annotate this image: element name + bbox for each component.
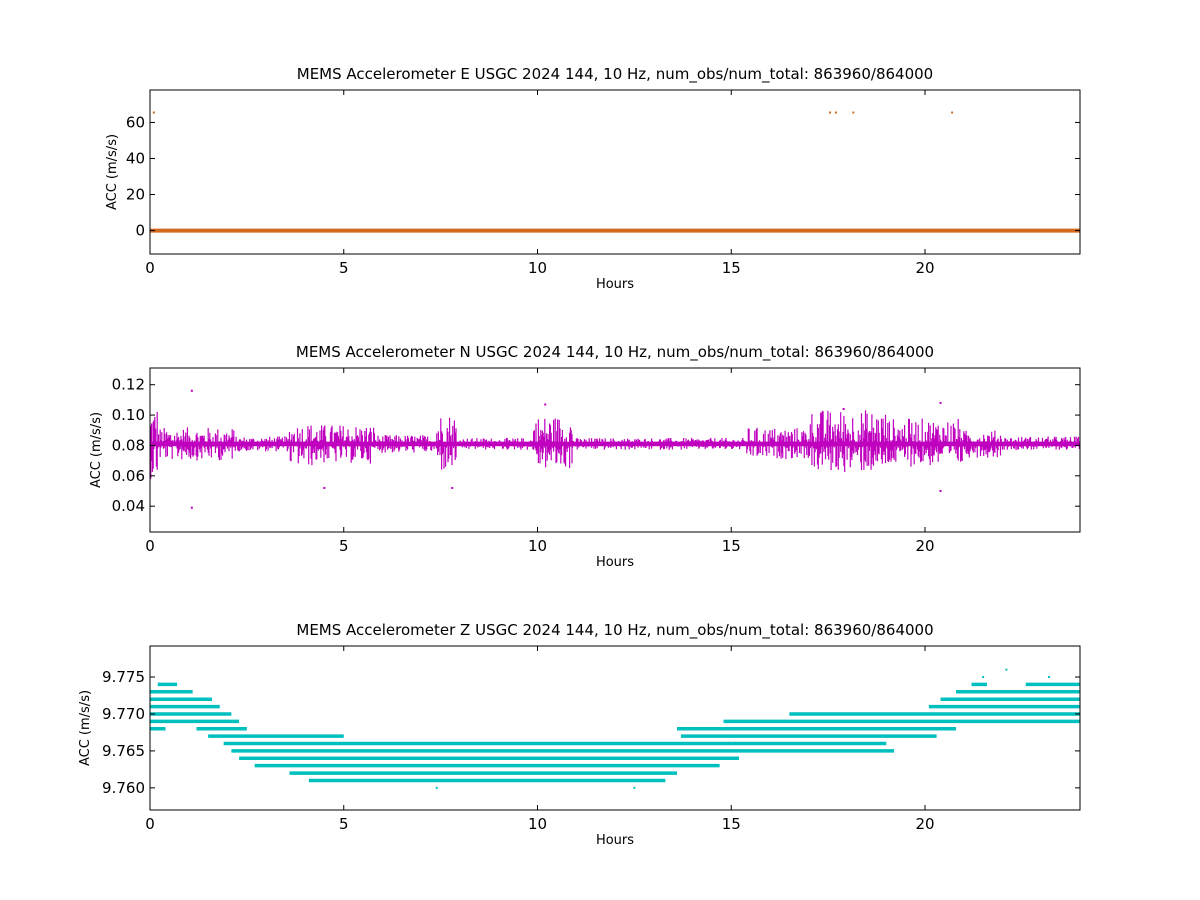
data-point (190, 506, 193, 509)
data-point (1048, 676, 1050, 679)
y-tick-label: 0.10 (112, 406, 145, 424)
x-axis: 0 5 10 15 20 (145, 90, 935, 277)
x-tick-label: 0 (145, 815, 155, 833)
y-tick-label: 9.775 (102, 668, 145, 686)
axes-frame (149, 367, 1081, 533)
data-point (939, 490, 942, 492)
y-tick-label: 0.06 (112, 467, 145, 485)
x-tick-label: 10 (528, 537, 547, 555)
data-point (190, 389, 193, 392)
data-series-baseline-band (150, 441, 1080, 447)
y-tick-label: 0.04 (112, 497, 145, 515)
y-tick-label: 9.765 (102, 742, 145, 760)
x-tick-label: 5 (339, 259, 349, 277)
panel-north: MEMS Accelerometer N USGC 2024 144, 10 H… (89, 343, 1081, 570)
plot-area (150, 111, 1080, 233)
x-tick-label: 15 (722, 815, 741, 833)
y-tick-label: 0.12 (112, 376, 145, 394)
x-tick-label: 5 (339, 815, 349, 833)
panel-east: MEMS Accelerometer E USGC 2024 144, 10 H… (105, 65, 1081, 292)
x-tick-label: 15 (722, 537, 741, 555)
y-tick-label: 60 (126, 113, 145, 131)
y-tick-label: 9.760 (102, 779, 145, 797)
data-point (834, 111, 837, 114)
x-tick-label: 0 (145, 537, 155, 555)
data-point (544, 403, 547, 406)
x-axis: 0 5 10 15 20 (145, 368, 935, 555)
y-axis-label: ACC (m/s/s) (89, 412, 104, 488)
data-point (323, 486, 326, 489)
data-point (982, 676, 985, 679)
x-tick-label: 10 (528, 815, 547, 833)
x-axis-label: Hours (596, 833, 634, 848)
x-tick-label: 20 (915, 537, 934, 555)
x-tick-label: 15 (722, 259, 741, 277)
plot-area (150, 668, 1080, 789)
panel-vertical: MEMS Accelerometer Z USGC 2024 144, 10 H… (78, 621, 1081, 848)
data-point (152, 111, 155, 114)
axes-frame (149, 645, 1081, 811)
data-point (1005, 668, 1008, 671)
x-axis: 0 5 10 15 20 (145, 646, 935, 833)
data-point (951, 111, 954, 114)
y-tick-label: 0 (135, 222, 145, 240)
y-axis: 0 20 40 60 (126, 113, 1080, 240)
x-tick-label: 0 (145, 259, 155, 277)
data-point (633, 786, 636, 789)
data-point (842, 408, 845, 410)
chart-title: MEMS Accelerometer Z USGC 2024 144, 10 H… (296, 621, 933, 640)
data-point (852, 111, 855, 114)
data-point (939, 401, 942, 404)
data-point (829, 111, 832, 114)
x-tick-label: 5 (339, 537, 349, 555)
y-tick-label: 9.770 (102, 705, 145, 723)
axes-frame (149, 89, 1081, 255)
y-axis-label: ACC (m/s/s) (105, 134, 120, 210)
data-point (451, 486, 454, 489)
chart-title: MEMS Accelerometer N USGC 2024 144, 10 H… (296, 343, 934, 362)
plot-area (150, 389, 1080, 509)
y-tick-label: 40 (126, 149, 145, 167)
x-axis-label: Hours (596, 277, 634, 292)
x-tick-label: 20 (915, 815, 934, 833)
y-tick-label: 20 (126, 186, 145, 204)
data-point (435, 786, 438, 789)
x-tick-label: 10 (528, 259, 547, 277)
x-axis-label: Hours (596, 555, 634, 570)
y-axis: 9.760 9.765 9.770 9.775 (102, 668, 1080, 797)
y-tick-label: 0.08 (112, 436, 145, 454)
y-axis: 0.04 0.06 0.08 0.10 0.12 (112, 376, 1080, 515)
y-axis-label: ACC (m/s/s) (78, 690, 93, 766)
chart-title: MEMS Accelerometer E USGC 2024 144, 10 H… (297, 65, 933, 84)
x-tick-label: 20 (915, 259, 934, 277)
